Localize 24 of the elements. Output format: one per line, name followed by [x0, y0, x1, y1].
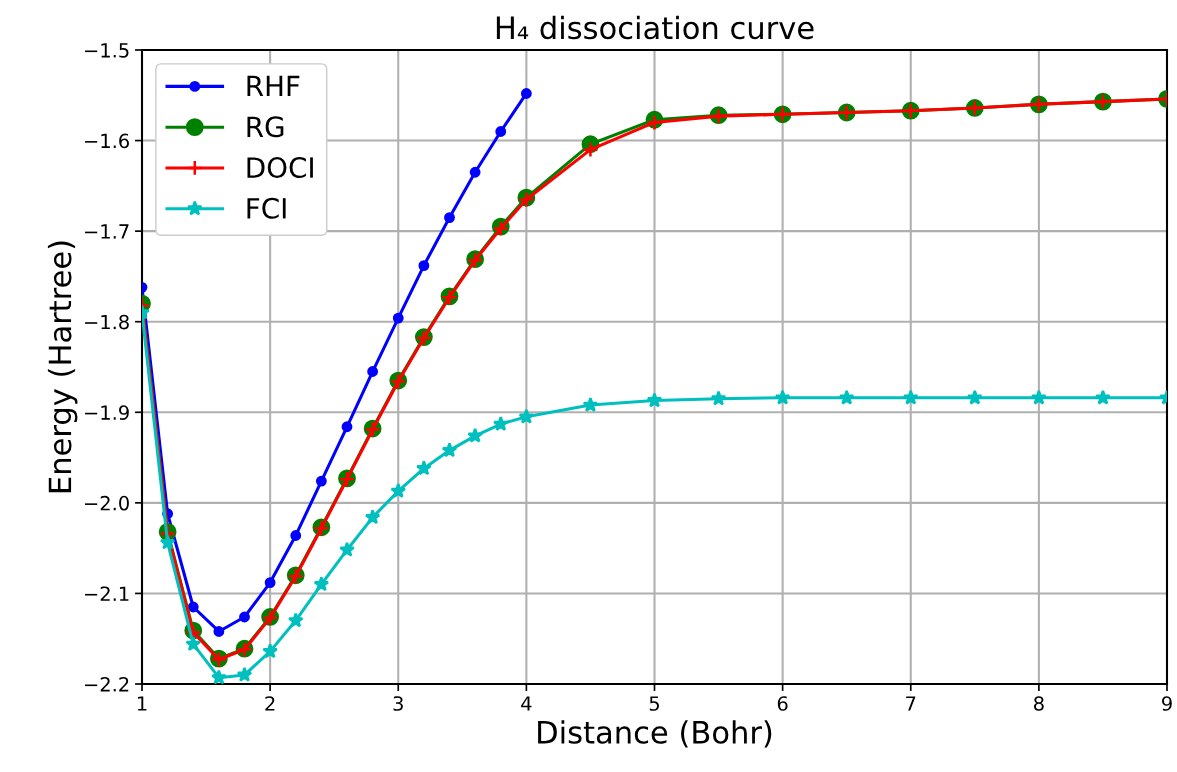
x-tick-label: 9	[1162, 696, 1172, 711]
y-tick-label: −1.6	[85, 133, 129, 149]
x-tick-label: 3	[393, 696, 403, 711]
y-tick-label: −1.8	[85, 314, 129, 330]
y-axis-title: Energy (Hartree)	[47, 241, 78, 493]
x-tick-label: 6	[777, 696, 788, 711]
y-tick-label: −2.0	[85, 495, 129, 511]
y-tick-label: −1.5	[85, 43, 129, 58]
legend-label: RG	[247, 116, 284, 138]
legend-label: FCI	[247, 197, 286, 219]
y-tick-label: −2.2	[85, 676, 129, 692]
x-tick-label: 7	[906, 696, 916, 711]
x-tick-label: 4	[521, 696, 532, 711]
x-tick-label: 1	[137, 696, 147, 711]
y-tick-label: −1.9	[85, 405, 129, 420]
y-tick-label: −1.7	[85, 224, 129, 239]
legend-label: RHF	[247, 75, 300, 97]
y-tick-label: −2.1	[85, 586, 129, 601]
x-tick-label: 2	[265, 696, 275, 711]
x-tick-label: 8	[1034, 696, 1044, 711]
legend-label: DOCI	[247, 157, 313, 179]
x-tick-label: 5	[649, 696, 659, 711]
chart-title: H₄ dissociation curve	[496, 15, 814, 40]
x-axis-title: Distance (Bohr)	[538, 720, 772, 748]
